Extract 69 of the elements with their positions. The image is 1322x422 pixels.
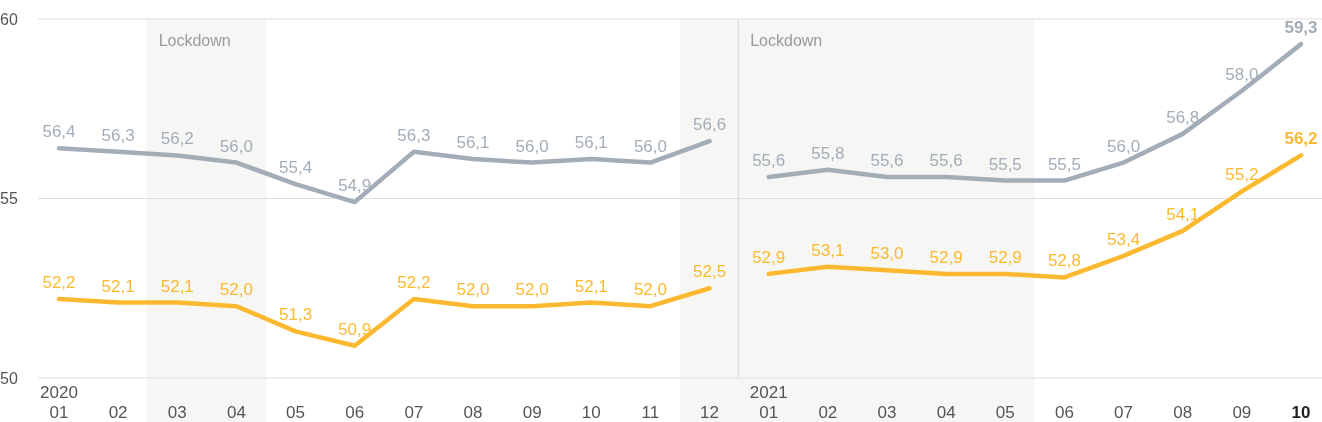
x-tick-label: 10 bbox=[1291, 403, 1311, 422]
data-label: 52,0 bbox=[456, 280, 490, 300]
data-label: 56,0 bbox=[1107, 136, 1141, 156]
x-tick-label: 03 bbox=[167, 403, 187, 422]
data-label: 52,1 bbox=[101, 276, 135, 296]
data-label: 56,0 bbox=[633, 136, 667, 156]
data-label: 56,6 bbox=[693, 115, 727, 135]
data-label: 56,8 bbox=[1166, 107, 1200, 127]
x-tick-label: 09 bbox=[1232, 403, 1252, 422]
x-tick-label: 02 bbox=[818, 403, 838, 422]
data-label: 52,5 bbox=[693, 262, 727, 282]
data-label: 56,1 bbox=[574, 133, 608, 153]
data-label: 56,0 bbox=[515, 136, 549, 156]
data-label: 59,3 bbox=[1284, 18, 1318, 38]
data-label: 55,6 bbox=[752, 150, 786, 170]
data-label: 53,1 bbox=[811, 240, 845, 260]
x-tick-label: 04 bbox=[226, 403, 246, 422]
data-label: 50,9 bbox=[338, 319, 372, 339]
x-tick-label: 05 bbox=[286, 403, 306, 422]
data-label: 56,3 bbox=[397, 125, 431, 145]
data-label: 55,4 bbox=[279, 158, 313, 178]
data-label: 56,2 bbox=[1284, 129, 1318, 149]
data-label: 56,2 bbox=[160, 129, 194, 149]
x-tick-label: 12 bbox=[700, 403, 720, 422]
data-label: 52,2 bbox=[42, 273, 76, 293]
data-label: 56,3 bbox=[101, 125, 135, 145]
data-label: 55,6 bbox=[870, 150, 904, 170]
data-label: 55,2 bbox=[1225, 165, 1259, 185]
x-tick-label: 06 bbox=[345, 403, 365, 422]
data-label: 53,0 bbox=[870, 244, 904, 264]
data-label: 53,4 bbox=[1107, 229, 1141, 249]
data-label: 52,9 bbox=[988, 247, 1022, 267]
x-tick-label: 2021 01 bbox=[749, 383, 788, 422]
x-tick-label: 07 bbox=[404, 403, 424, 422]
x-tick-label: 11 bbox=[641, 403, 660, 422]
band-label: Lockdown bbox=[158, 31, 231, 49]
data-label: 56,4 bbox=[42, 122, 76, 142]
data-label: 52,1 bbox=[160, 276, 194, 296]
data-label: 52,2 bbox=[397, 273, 431, 293]
data-label: 55,5 bbox=[988, 154, 1022, 174]
data-label: 51,3 bbox=[279, 305, 313, 325]
data-label: 55,8 bbox=[811, 143, 845, 163]
data-label: 52,9 bbox=[752, 247, 786, 267]
x-tick-label: 06 bbox=[1054, 403, 1074, 422]
data-label: 55,6 bbox=[929, 150, 963, 170]
data-label: 56,1 bbox=[456, 133, 490, 153]
x-tick-label: 2020 01 bbox=[40, 383, 78, 422]
data-label: 54,1 bbox=[1166, 204, 1200, 224]
x-tick-label: 04 bbox=[936, 403, 956, 422]
band-label: Lockdown bbox=[750, 31, 823, 49]
x-tick-label: 02 bbox=[108, 403, 128, 422]
x-tick-label: 08 bbox=[463, 403, 483, 422]
data-label: 52,0 bbox=[515, 280, 549, 300]
x-tick-label: 08 bbox=[1173, 403, 1193, 422]
data-label: 52,1 bbox=[574, 276, 608, 296]
x-tick-label: 09 bbox=[522, 403, 542, 422]
y-tick-label: 55 bbox=[0, 190, 18, 207]
x-tick-label: 07 bbox=[1114, 403, 1134, 422]
data-label: 56,0 bbox=[219, 136, 253, 156]
x-tick-label: 03 bbox=[877, 403, 897, 422]
data-label: 52,0 bbox=[219, 280, 253, 300]
y-tick-label: 60 bbox=[0, 10, 18, 28]
y-tick-label: 50 bbox=[0, 369, 18, 387]
x-tick-label: 10 bbox=[581, 403, 601, 422]
data-label: 52,8 bbox=[1047, 251, 1081, 271]
data-label: 52,0 bbox=[633, 280, 667, 300]
data-label: 52,9 bbox=[929, 247, 963, 267]
x-tick-label: 05 bbox=[995, 403, 1015, 422]
data-label: 55,5 bbox=[1047, 154, 1081, 174]
